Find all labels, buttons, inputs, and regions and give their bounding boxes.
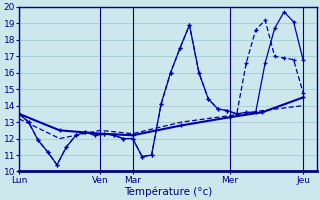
X-axis label: Température (°c): Température (°c) [124,186,212,197]
